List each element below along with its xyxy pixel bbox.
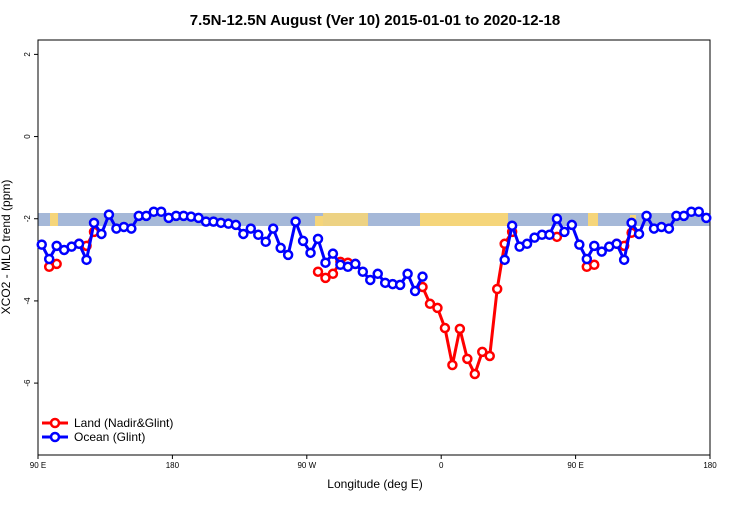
data-point: [372, 268, 383, 280]
data-point: [469, 368, 481, 380]
data-point: [506, 220, 518, 231]
data-point: [678, 210, 690, 222]
data-point: [305, 247, 316, 259]
data-point: [312, 233, 324, 245]
data-point: [432, 302, 443, 314]
data-point: [275, 242, 286, 254]
data-point: [521, 238, 533, 250]
data-point: [439, 322, 451, 334]
x-tick-label: 180: [703, 461, 717, 470]
data-point: [693, 206, 705, 218]
data-point: [260, 236, 271, 247]
data-point: [417, 271, 428, 282]
data-point: [350, 258, 361, 270]
data-point: [544, 229, 555, 241]
data-point: [238, 228, 249, 240]
x-tick-label: 0: [439, 461, 444, 470]
data-point: [96, 228, 107, 240]
x-tick-label: 90 W: [297, 461, 316, 470]
data-point: [230, 219, 242, 231]
data-point: [633, 228, 645, 240]
data-point: [327, 248, 339, 259]
data-point: [126, 223, 137, 234]
x-axis-label: Longitude (deg E): [327, 477, 422, 491]
data-point: [253, 229, 264, 241]
data-point: [81, 254, 92, 266]
data-point: [566, 219, 578, 231]
data-point: [297, 235, 309, 247]
data-point: [559, 226, 570, 238]
data-point: [312, 266, 324, 277]
x-tick-label: 90 E: [567, 461, 583, 470]
data-point: [402, 268, 413, 280]
data-point: [589, 240, 600, 252]
data-point: [282, 249, 294, 261]
data-point: [424, 298, 436, 310]
y-axis-label: XCO2 - MLO trend (ppm): [0, 180, 13, 315]
legend-label: Ocean (Glint): [74, 430, 145, 444]
x-tick-label: 90 E: [30, 461, 46, 470]
data-point: [618, 254, 630, 266]
data-point: [574, 239, 585, 250]
data-point: [73, 238, 85, 250]
data-point: [267, 223, 279, 234]
data-point: [477, 346, 488, 358]
data-point: [447, 359, 458, 371]
x-tick-label: 180: [166, 461, 180, 470]
data-point: [663, 223, 675, 234]
data-point: [589, 259, 600, 271]
legend-label: Land (Nadir&Glint): [74, 416, 173, 430]
chart-title: 7.5N-12.5N August (Ver 10) 2015-01-01 to…: [190, 12, 560, 29]
legend-marker: [49, 431, 61, 443]
series-line: [48, 231, 633, 378]
data-point: [454, 323, 466, 335]
data-point: [701, 212, 712, 224]
data-point: [88, 217, 100, 229]
data-point: [103, 209, 115, 220]
data-point: [462, 353, 473, 365]
data-point: [491, 283, 503, 295]
data-point: [611, 238, 622, 250]
data-point: [357, 266, 369, 277]
data-point: [320, 272, 331, 284]
data-point: [596, 246, 607, 257]
y-tick-label: -4: [23, 297, 32, 305]
y-tick-label: -6: [23, 379, 32, 387]
data-point: [499, 254, 510, 266]
data-point: [327, 268, 339, 280]
data-point: [641, 210, 652, 222]
data-point: [51, 240, 62, 252]
y-tick-label: 2: [23, 52, 32, 57]
data-point: [290, 216, 301, 227]
data-point: [394, 279, 406, 291]
data-point: [155, 206, 167, 218]
data-point: [245, 223, 257, 234]
data-point: [626, 217, 637, 229]
data-point: [141, 210, 152, 222]
data-point: [409, 285, 421, 297]
data-point: [51, 258, 62, 270]
data-point: [581, 253, 593, 265]
legend-marker: [49, 417, 61, 429]
data-point: [365, 274, 376, 286]
data-point: [551, 213, 563, 224]
data-point: [320, 257, 331, 268]
y-tick-label: -2: [23, 215, 32, 223]
data-point: [484, 350, 495, 362]
data-point: [36, 239, 47, 250]
data-point: [43, 253, 55, 265]
y-tick-label: 0: [23, 134, 32, 139]
